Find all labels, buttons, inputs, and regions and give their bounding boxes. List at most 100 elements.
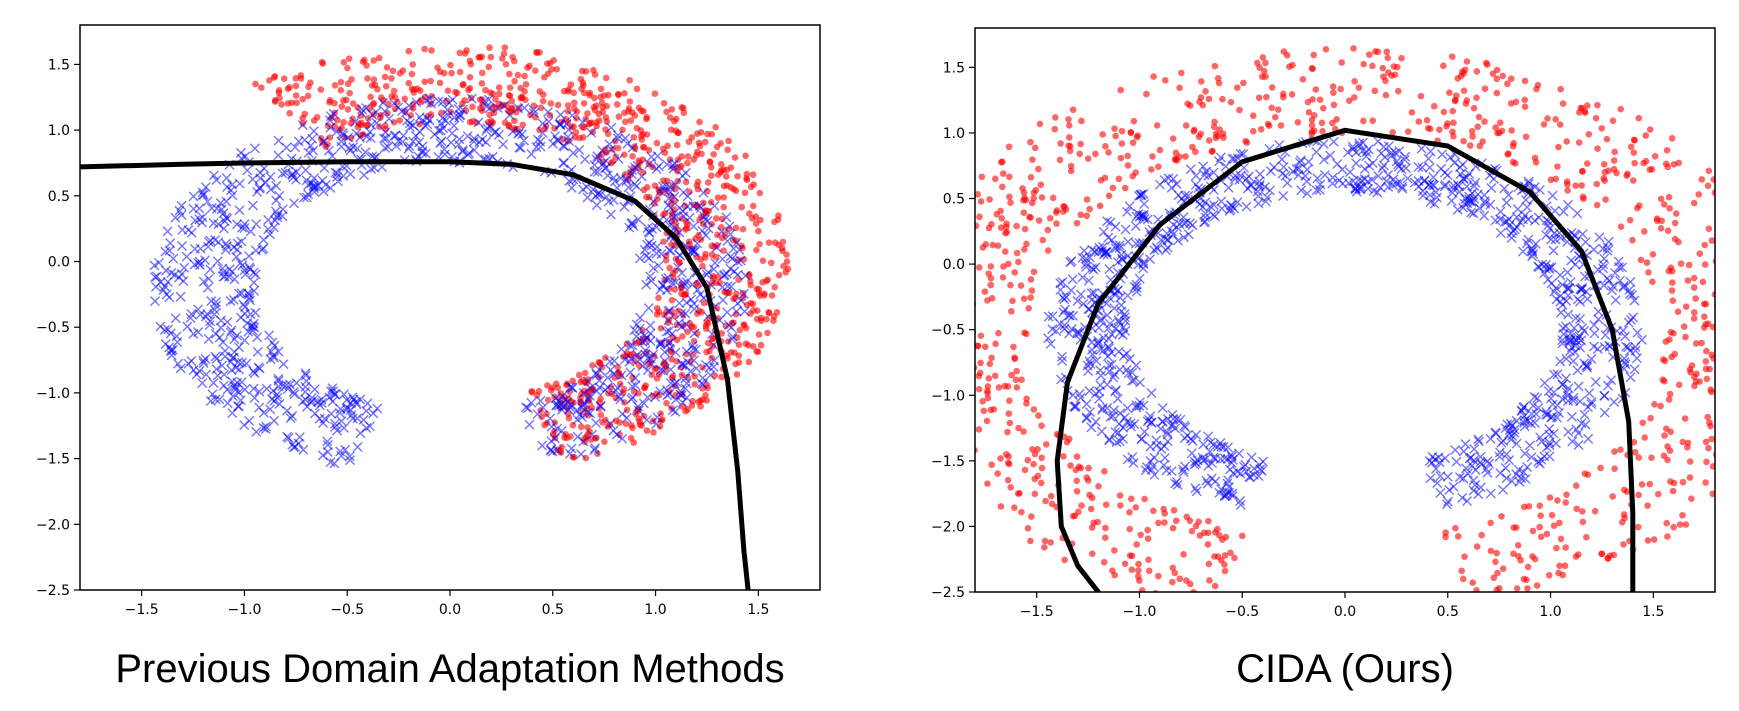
point-x [1399,154,1410,165]
point-dot [1668,353,1675,361]
point-dot [779,238,787,246]
point-dot [1660,201,1668,208]
point-x [1200,216,1211,227]
point-dot [645,146,653,154]
point-dot [1069,512,1077,520]
point-dot [1665,396,1673,403]
point-x [195,259,206,270]
point-dot [1128,552,1136,560]
point-dot [754,348,762,355]
point-x [1547,411,1558,422]
point-dot [1111,547,1118,554]
point-dot [991,175,999,183]
point-x [1145,254,1156,265]
point-dot [1469,579,1477,586]
point-x [585,408,596,419]
point-dot [748,215,756,222]
point-dot [1101,468,1108,475]
point-x [645,271,656,282]
point-dot [280,75,288,82]
point-x [252,346,263,357]
point-dot [1716,218,1723,225]
point-x [727,331,738,342]
point-dot [1442,533,1449,541]
point-x [202,309,213,320]
point-dot [1029,156,1036,163]
point-dot [1034,472,1042,480]
x-tick-label: 1.0 [644,602,666,618]
point-dot [1024,525,1032,532]
point-x [309,384,320,395]
point-dot [286,84,293,91]
point-x [1593,314,1604,325]
point-x [1200,454,1211,465]
y-tick-label: 1.0 [943,126,965,142]
point-x [1072,296,1083,307]
point-x [584,390,595,401]
point-x [1134,273,1145,284]
point-dot [575,371,583,379]
point-x [1278,191,1289,202]
point-x [1128,458,1139,469]
point-dot [1476,142,1484,150]
point-dot [706,347,713,355]
point-dot [1691,382,1698,390]
point-dot [1669,487,1677,495]
point-dot [1135,567,1142,574]
point-x [709,200,720,211]
point-dot [952,358,959,365]
point-x [172,337,183,348]
point-dot [1038,422,1045,429]
point-dot [1117,502,1124,509]
point-dot [984,394,992,402]
point-x [1373,136,1384,147]
point-dot [1231,554,1238,562]
point-x [1110,386,1121,397]
point-dot [514,71,522,79]
point-dot [1034,446,1041,453]
point-x [372,403,383,414]
point-dot [1090,519,1097,527]
point-x [457,145,468,156]
point-dot [980,407,988,415]
point-x [677,358,688,369]
point-x [1527,251,1538,262]
point-x [482,123,493,134]
point-dot [299,95,307,103]
point-x [1529,417,1540,428]
point-dot [275,86,283,94]
point-x [1112,393,1123,404]
point-dot [1190,128,1198,135]
point-x [602,170,613,181]
point-dot [1546,494,1554,501]
point-x [1086,263,1097,274]
point-dot [753,246,760,254]
point-dot [1205,517,1212,525]
point-dot [986,360,994,368]
point-x [176,209,187,220]
point-dot [988,354,995,362]
point-x [1440,453,1451,464]
point-x [1226,451,1237,462]
point-x [1086,294,1097,305]
point-dot [1102,524,1109,532]
point-dot [1704,413,1711,421]
point-x [230,384,241,395]
point-x [1207,458,1218,469]
point-x [344,143,355,154]
point-dot [691,381,699,388]
point-x [248,277,259,288]
point-x [239,335,250,346]
point-dot [997,207,1004,215]
point-x [1138,400,1149,411]
point-dot [622,420,630,427]
point-dot [391,93,399,101]
point-x [265,404,276,415]
point-dot [495,90,503,98]
point-dot [1624,170,1631,178]
point-dot [383,64,391,71]
point-x [234,364,245,375]
point-x [473,117,484,128]
point-x [632,160,643,171]
point-dot [1682,521,1690,528]
